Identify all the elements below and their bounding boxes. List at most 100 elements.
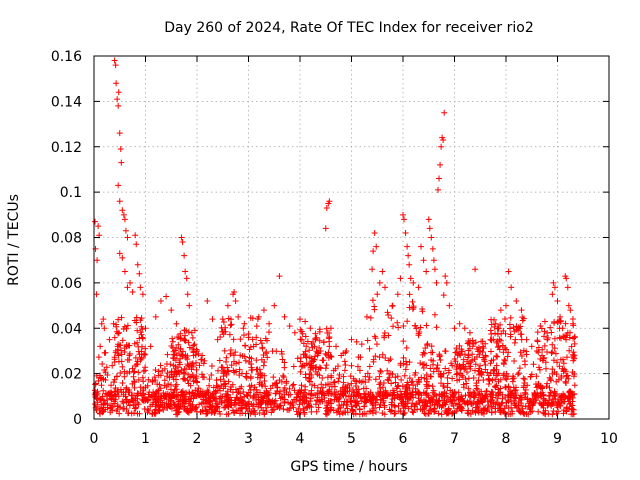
data-point [106, 336, 113, 343]
data-point [379, 392, 386, 399]
data-point [242, 373, 249, 380]
data-point [437, 356, 444, 363]
data-point [321, 339, 328, 346]
data-point [131, 340, 138, 347]
data-point [347, 397, 354, 404]
data-point [541, 328, 548, 335]
data-point [111, 388, 118, 395]
data-point [483, 387, 490, 394]
data-point [475, 391, 482, 398]
data-point [533, 347, 540, 354]
data-point [122, 227, 129, 234]
data-point [219, 328, 226, 335]
data-point [372, 409, 379, 416]
data-point [330, 379, 337, 386]
data-point [397, 388, 404, 395]
data-point [353, 338, 360, 345]
data-point [392, 410, 399, 417]
data-point [324, 402, 331, 409]
data-point [487, 348, 494, 355]
data-point [92, 245, 99, 252]
data-point [246, 383, 253, 390]
data-point [111, 356, 118, 363]
data-point [496, 407, 503, 414]
data-point [230, 358, 237, 365]
data-point [466, 329, 473, 336]
data-point [409, 408, 416, 415]
data-point [477, 362, 484, 369]
data-point [145, 407, 152, 414]
data-point [179, 353, 186, 360]
data-point [166, 403, 173, 410]
data-point [323, 405, 330, 412]
data-point [510, 324, 517, 331]
data-point [258, 356, 265, 363]
data-point [328, 404, 335, 411]
data-point [171, 387, 178, 394]
data-point [533, 373, 540, 380]
data-point [298, 387, 305, 394]
data-point [429, 245, 436, 252]
data-point [294, 411, 301, 418]
data-point [92, 218, 99, 225]
data-point [479, 392, 486, 399]
data-point [326, 198, 333, 205]
data-point [451, 325, 458, 332]
data-point [182, 376, 189, 383]
data-point [491, 366, 498, 373]
data-point [135, 401, 142, 408]
y-tick-label: 0.06 [51, 276, 82, 292]
data-point [112, 391, 119, 398]
data-point [563, 275, 570, 282]
data-point [225, 410, 232, 417]
data-point [229, 407, 236, 414]
data-point [281, 359, 288, 366]
data-point [259, 398, 266, 405]
data-point [133, 392, 140, 399]
data-point [263, 407, 270, 414]
data-point [191, 341, 198, 348]
data-point [503, 370, 510, 377]
data-point [264, 354, 271, 361]
data-point [440, 383, 447, 390]
data-point [472, 361, 479, 368]
data-point [130, 397, 137, 404]
data-point [291, 387, 298, 394]
data-point [563, 373, 570, 380]
data-point [497, 385, 504, 392]
data-point [374, 396, 381, 403]
data-point [487, 370, 494, 377]
data-point [184, 409, 191, 416]
data-point [213, 400, 220, 407]
data-point [212, 408, 219, 415]
data-point [180, 400, 187, 407]
data-point [541, 342, 548, 349]
data-point [249, 315, 256, 322]
data-point [200, 360, 207, 367]
data-point [300, 362, 307, 369]
data-point [115, 182, 122, 189]
data-point [98, 382, 105, 389]
data-point [460, 363, 467, 370]
data-point [455, 389, 462, 396]
data-point [173, 394, 180, 401]
data-point [323, 325, 330, 332]
data-point [173, 344, 180, 351]
data-point [390, 323, 397, 330]
data-point [261, 411, 268, 418]
data-point [311, 353, 318, 360]
data-point [211, 407, 218, 414]
data-point [544, 380, 551, 387]
data-point [559, 393, 566, 400]
data-point [235, 313, 242, 320]
data-point [495, 389, 502, 396]
data-point [309, 344, 316, 351]
data-point [542, 411, 549, 418]
data-point [442, 348, 449, 355]
data-point [434, 400, 441, 407]
x-tick-label: 0 [90, 431, 99, 447]
data-point [564, 284, 571, 291]
data-point [460, 356, 467, 363]
data-point [102, 349, 109, 356]
data-point [95, 377, 102, 384]
